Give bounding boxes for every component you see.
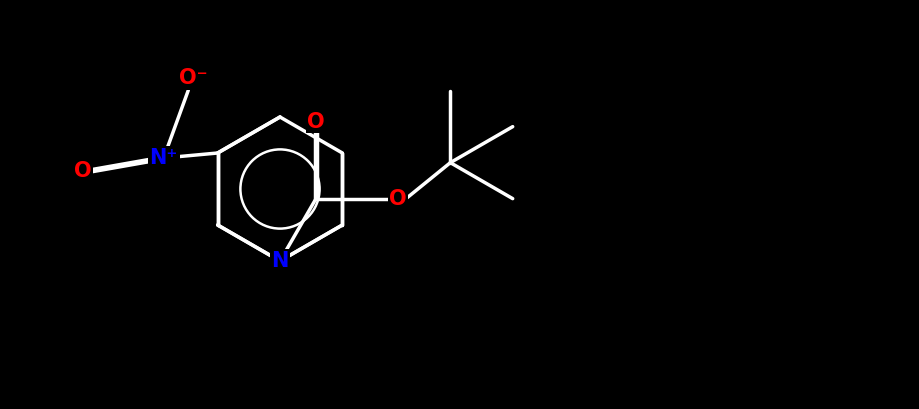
Text: O⁻: O⁻ xyxy=(179,68,208,88)
Text: N⁺: N⁺ xyxy=(150,148,178,168)
Text: O: O xyxy=(389,189,407,209)
Text: O: O xyxy=(307,112,324,132)
Text: O: O xyxy=(74,160,92,180)
Text: N: N xyxy=(271,251,289,271)
